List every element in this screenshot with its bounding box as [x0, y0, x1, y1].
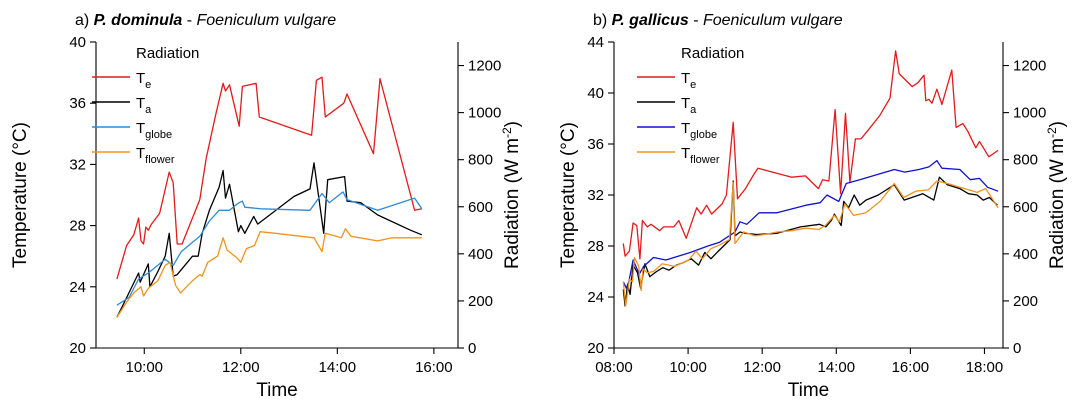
y2-tick-label: 1000: [468, 105, 501, 122]
y2-tick-label: 1200: [1013, 58, 1046, 75]
y-tick-label: 32: [587, 187, 604, 204]
x-tick-label: 14:00: [818, 359, 856, 376]
title-species: P. gallicus: [612, 12, 689, 29]
series-line-a: [622, 176, 998, 307]
chart-panel-a: a) P. dominula - Foeniculum vulgare 20 24 2…: [10, 12, 523, 401]
series-line-flower: [622, 180, 999, 307]
y-tick-label: 28: [69, 218, 86, 235]
chart-panel-b: b) P. gallicus - Foeniculum vulgare 20 24 2…: [558, 12, 1068, 401]
y-axis-title: Temperature (°C): [10, 122, 31, 268]
y2-tick-label: 0: [468, 340, 476, 357]
y2-axis-title: Radiation (W m-2): [500, 121, 523, 269]
y2-axis-title-exponent: -2: [1045, 127, 1059, 138]
legend-label-flower: Tflower: [681, 145, 720, 166]
y2-tick-label: 800: [468, 152, 493, 169]
y2-tick-label: 200: [1013, 293, 1038, 310]
legend-label-subscript: a: [690, 104, 697, 116]
legend-label-main: T: [681, 145, 690, 162]
legend-label-main: T: [681, 70, 690, 87]
legend-title: Radiation: [681, 45, 744, 62]
x-tick-label: 16:00: [415, 359, 453, 376]
legend-title: Radiation: [136, 45, 199, 62]
legend-label-subscript: globe: [145, 129, 172, 141]
x-axis-title: Time: [788, 380, 830, 401]
y-tick-label: 36: [587, 136, 604, 153]
y-axis-title: Temperature (°C): [558, 122, 579, 268]
y2-axis-title-text: Radiation (W m: [502, 138, 523, 269]
x-tick-label: 14:00: [319, 359, 357, 376]
x-tick-label: 08:00: [595, 359, 633, 376]
panel-title: b) P. gallicus - Foeniculum vulgare: [593, 12, 843, 29]
legend-label-main: T: [136, 70, 145, 87]
legend-label-main: T: [681, 120, 690, 137]
y-tick-label: 40: [587, 85, 604, 102]
y-tick-label: 20: [587, 340, 604, 357]
title-plant: Foeniculum vulgare: [703, 12, 843, 29]
y-tick-label: 24: [69, 279, 86, 296]
x-tick-label: 12:00: [222, 359, 260, 376]
legend-label-main: T: [136, 120, 145, 137]
y-tick-label: 24: [587, 289, 604, 306]
y-tick-label: 20: [69, 340, 86, 357]
series-line-e: [622, 50, 999, 260]
y2-tick-label: 0: [1013, 340, 1021, 357]
panel-label: b): [593, 12, 612, 29]
legend-label-main: T: [136, 95, 145, 112]
legend-label-e: Te: [136, 70, 151, 91]
y2-tick-label: 1200: [468, 58, 501, 75]
title-plant: Foeniculum vulgare: [197, 12, 337, 29]
y2-tick-label: 400: [468, 246, 493, 263]
y2-axis-title-exponent: -2: [500, 127, 514, 138]
x-tick-label: 10:00: [669, 359, 707, 376]
legend-label-a: Ta: [136, 95, 152, 116]
x-tick-label: 12:00: [743, 359, 781, 376]
legend-label-subscript: a: [145, 104, 152, 116]
y-tick-label: 32: [69, 156, 86, 173]
legend-label-main: T: [681, 95, 690, 112]
series-line-globe: [116, 191, 423, 306]
y-tick-label: 44: [587, 34, 604, 51]
panel-title: a) P. dominula - Foeniculum vulgare: [75, 12, 336, 29]
y2-axis-title-close: ): [502, 121, 523, 127]
legend-label-main: T: [136, 145, 145, 162]
title-separator: -: [182, 12, 196, 29]
legend-label-a: Ta: [681, 95, 697, 116]
title-separator: -: [689, 12, 703, 29]
legend-label-globe: Tglobe: [136, 120, 172, 141]
x-tick-label: 16:00: [892, 359, 930, 376]
y-tick-label: 28: [587, 238, 604, 255]
legend-label-subscript: globe: [690, 129, 717, 141]
y2-tick-label: 800: [1013, 152, 1038, 169]
legend-label-e: Te: [681, 70, 696, 91]
series-line-globe: [622, 159, 999, 289]
y2-axis-title-close: ): [1047, 121, 1068, 127]
x-tick-label: 18:00: [966, 359, 1004, 376]
y2-tick-label: 1000: [1013, 105, 1046, 122]
y2-axis-title-text: Radiation (W m: [1047, 138, 1068, 269]
series-line-e: [116, 76, 422, 280]
x-tick-label: 10:00: [125, 359, 163, 376]
legend-label-subscript: e: [145, 79, 151, 91]
legend-label-subscript: e: [690, 79, 696, 91]
legend-label-subscript: flower: [690, 154, 720, 166]
legend-label-subscript: flower: [145, 154, 175, 166]
y2-tick-label: 400: [1013, 246, 1038, 263]
legend-label-globe: Tglobe: [681, 120, 717, 141]
title-species: P. dominula: [94, 12, 183, 29]
y2-tick-label: 200: [468, 293, 493, 310]
y2-tick-label: 600: [468, 199, 493, 216]
x-axis-title: Time: [256, 380, 298, 401]
panel-label: a): [75, 12, 94, 29]
y2-tick-label: 600: [1013, 199, 1038, 216]
series-line-a: [116, 162, 423, 318]
y2-axis-title: Radiation (W m-2): [1045, 121, 1068, 269]
y-tick-label: 36: [69, 95, 86, 112]
legend-label-flower: Tflower: [136, 145, 175, 166]
series-line-flower: [116, 228, 422, 318]
y-tick-label: 40: [69, 34, 86, 51]
